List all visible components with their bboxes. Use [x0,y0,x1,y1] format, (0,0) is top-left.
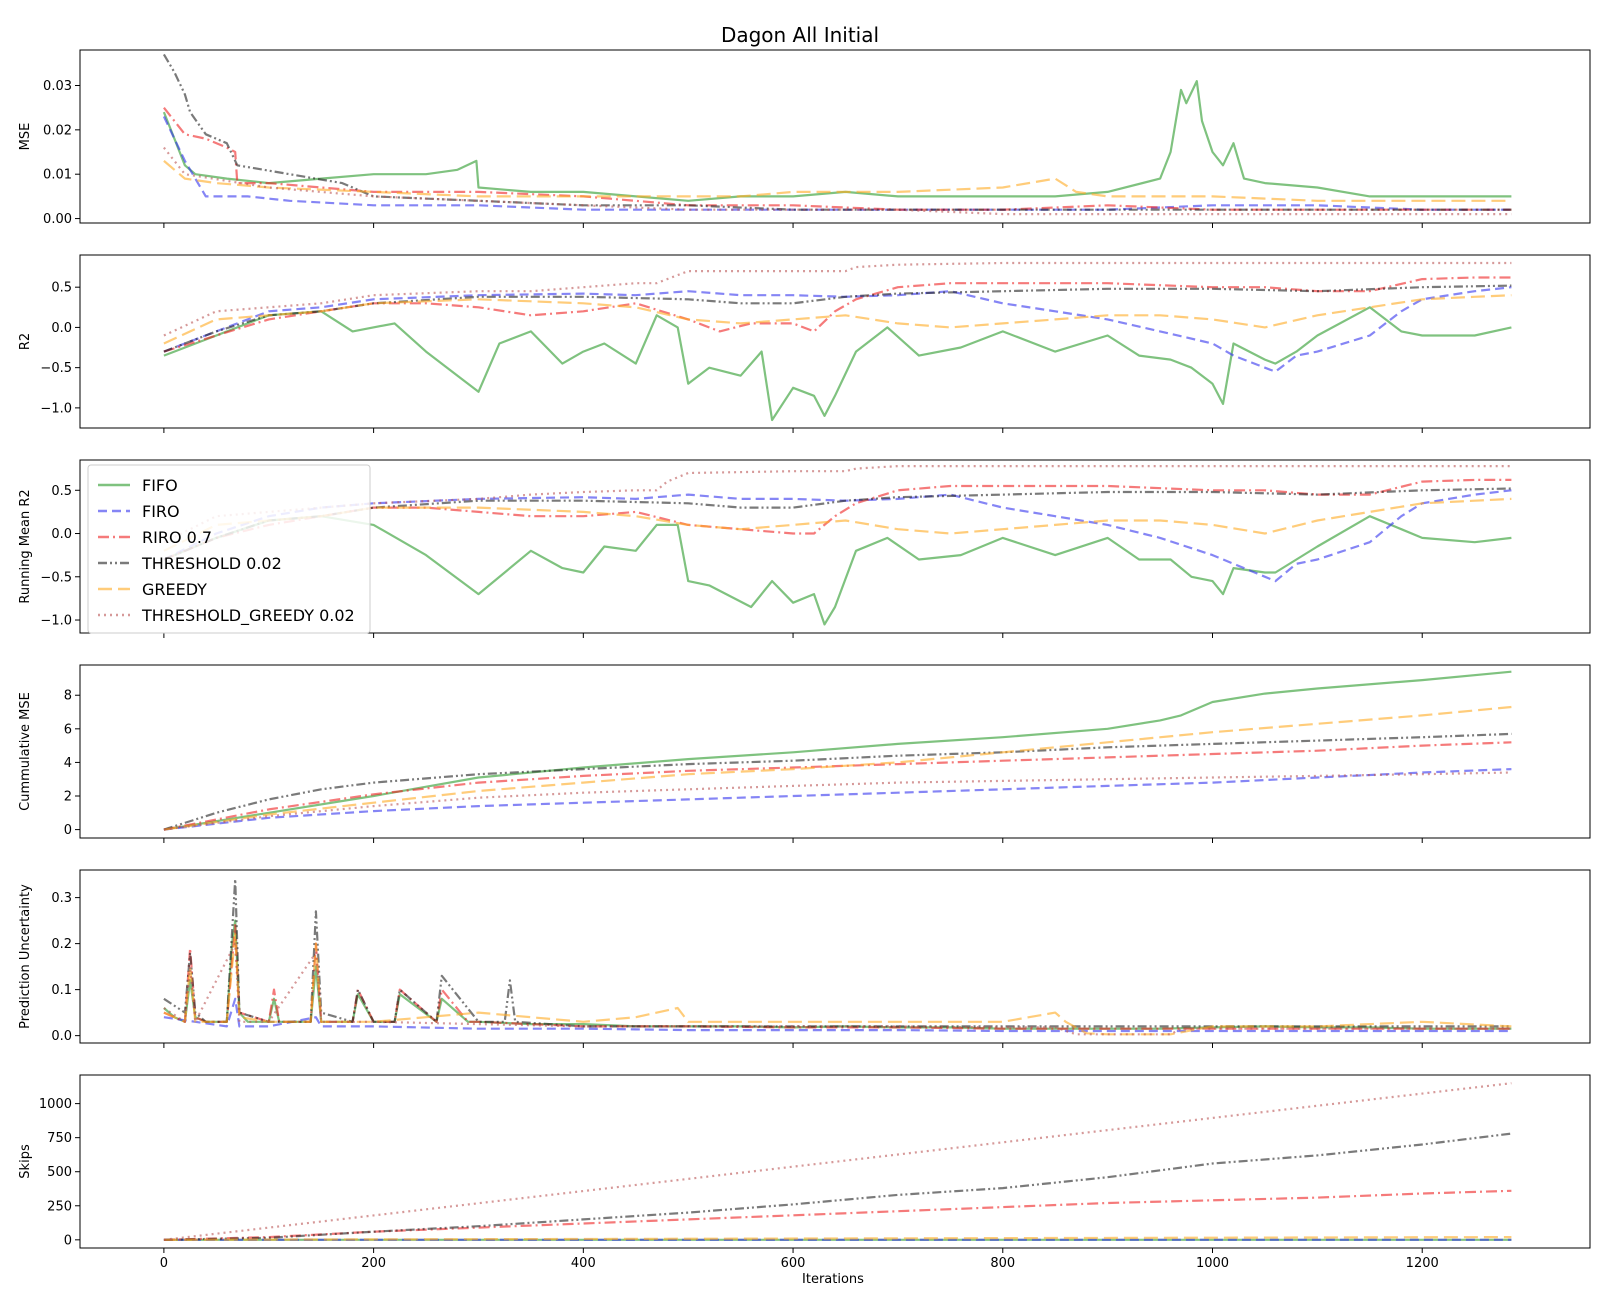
y-tick-label: 0.02 [43,123,72,138]
y-tick-label: 0.3 [51,891,72,906]
y-tick-label: 0.0 [51,321,72,336]
y-tick-label: 0 [64,823,72,838]
x-tick-label: 600 [781,1256,806,1271]
y-tick-label: 1000 [39,1097,72,1112]
x-tick-label: 1200 [1406,1256,1439,1271]
y-tick-label: 750 [47,1131,72,1146]
legend-label-fifo: FIFO [142,476,178,495]
y-tick-label: 0.01 [43,168,72,183]
legend-label-threshold-greedy-0-02: THRESHOLD_GREEDY 0.02 [141,606,355,626]
y-tick-label: 2 [64,790,72,805]
y-tick-label: 0.2 [51,937,72,952]
x-tick-label: 1000 [1196,1256,1229,1271]
legend-label-riro-0-7: RIRO 0.7 [142,528,212,547]
y-tick-label: 0.5 [51,281,72,296]
y-axis-label: Skips [18,1144,33,1179]
y-tick-label: 0.0 [51,1029,72,1044]
y-tick-label: 4 [64,756,72,771]
x-tick-label: 400 [571,1256,596,1271]
legend-label-threshold-0-02: THRESHOLD 0.02 [141,554,282,573]
y-axis-label: MSE [18,123,33,151]
y-tick-label: 500 [47,1165,72,1180]
legend-label-firo: FIRO [142,502,180,521]
y-tick-label: −0.5 [40,570,72,585]
figure-title: Dagon All Initial [721,23,879,47]
x-tick-label: 800 [990,1256,1015,1271]
y-tick-label: 250 [47,1199,72,1214]
legend: FIFO FIRO RIRO 0.7 THRESHOLD 0.02 GREEDY THRE… [88,465,370,633]
x-tick-label: 0 [160,1256,168,1271]
x-axis-label: Iterations [802,1272,864,1287]
legend-label-greedy: GREEDY [142,580,207,599]
y-tick-label: 0.0 [51,527,72,542]
y-tick-label: 0.00 [43,212,72,227]
y-tick-label: −1.0 [40,614,72,629]
y-axis-label: R2 [18,333,33,350]
y-axis-label: Running Mean R2 [18,489,33,603]
y-tick-label: 0.03 [43,79,72,94]
x-tick-label: 200 [361,1256,386,1271]
y-tick-label: 0 [64,1233,72,1248]
y-tick-label: 6 [64,722,72,737]
y-tick-label: −0.5 [40,361,72,376]
y-tick-label: 8 [64,689,72,704]
y-axis-label: Prediction Uncertainty [18,884,33,1029]
y-tick-label: 0.1 [51,983,72,998]
y-tick-label: −1.0 [40,401,72,416]
y-axis-label: Cummulative MSE [18,692,33,811]
y-tick-label: 0.5 [51,484,72,499]
